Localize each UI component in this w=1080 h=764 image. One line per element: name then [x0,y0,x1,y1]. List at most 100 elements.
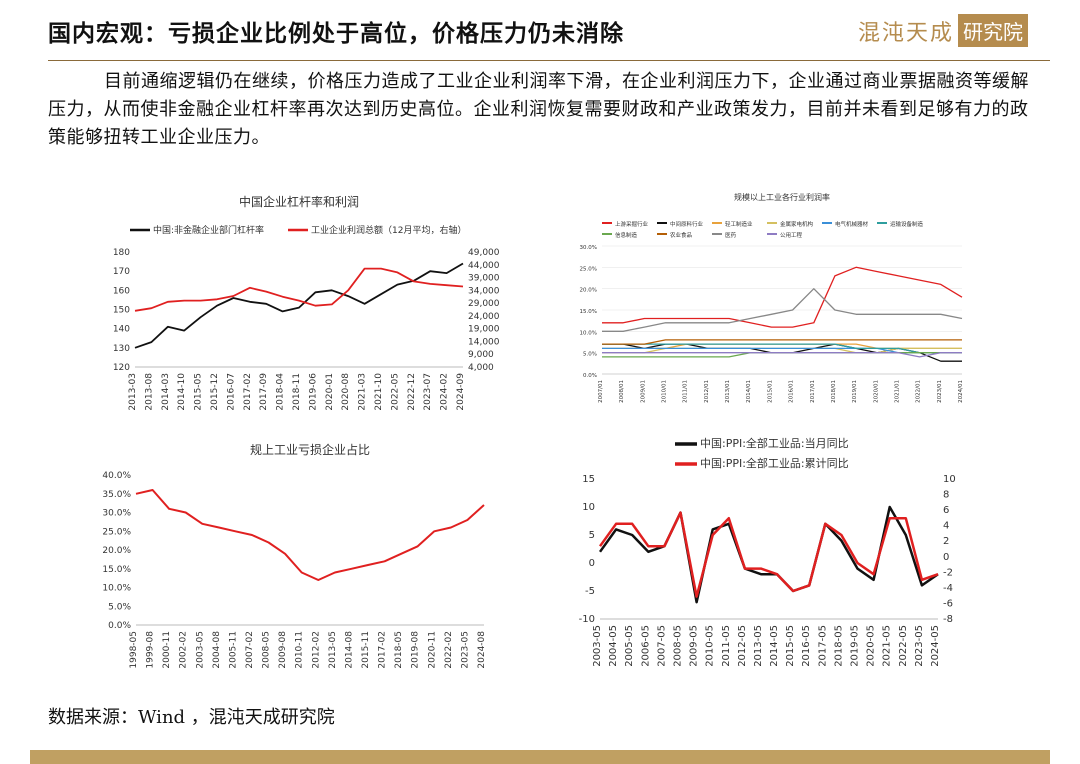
x-tick-label: 2023-07 [423,373,433,411]
legend-label: 中国:PPI:全部工业品:当月同比 [700,436,849,450]
y-tick-label: 10.0% [580,330,597,336]
y2-tick-label: 34,000 [468,286,500,296]
x-tick-label: 2022-05 [898,625,909,667]
x-tick-label: 2021/01 [894,380,900,403]
legend-label: 中间原料行业 [670,220,704,228]
x-tick-label: 2022-05 [390,373,400,411]
x-tick-label: 2020-05 [866,625,877,667]
chart-leverage-profit: 中国企业杠杆率和利润 120 130 140 150 160 170 180 4,000 9,00… [113,194,500,411]
x-tick-label: 2018-11 [292,373,302,411]
x-tick-label: 2017-02 [243,373,253,411]
x-tick-label: 2012/01 [704,380,710,403]
x-tick-label: 2013-05 [328,631,338,669]
legend-label: 医药 [725,231,737,239]
x-tick-label: 2016-07 [226,373,236,411]
x-tick-label: 2014-10 [177,373,187,411]
y2-tick-label: 4,000 [468,363,494,373]
y2-tick-label: -6 [943,598,953,609]
chart-loss-ratio: 规上工业亏损企业占比 0.0% 5.0% 10.0% 15.0% 20.0% 25.0% 30… [102,442,487,669]
y-tick-label: 5.0% [108,602,131,612]
x-tick-label: 2018-04 [276,373,286,411]
y2-tick-label: -4 [943,583,953,594]
legend-label: 电气机械器材 [835,220,869,228]
y2-tick-label: 29,000 [468,299,500,309]
chart-title: 中国企业杠杆率和利润 [239,194,359,209]
x-tick-label: 2013-05 [753,625,764,667]
x-tick-label: 2008-05 [672,625,683,667]
x-tick-label: 2020-01 [325,373,335,411]
x-tick-label: 2021-03 [358,373,368,411]
x-tick-label: 2014-08 [344,631,354,669]
x-tick-label: 2013/01 [725,380,731,403]
x-tick-label: 2016/01 [789,380,795,403]
legend-label: 信息制造 [615,231,638,239]
series-line-10 [602,352,962,358]
chart-title: 规模以上工业各行业利润率 [734,192,830,202]
legend-label: 金属家电机构 [780,220,814,228]
y-tick-label: 30.0% [580,245,597,251]
y2-tick-label: 2 [943,536,949,547]
x-tick-label: 2019-05 [850,625,861,667]
y-tick-label: 15.0% [102,565,131,575]
x-tick-label: 2015-05 [785,625,796,667]
x-tick-label: 2024/01 [958,380,964,403]
x-tick-label: 2020-11 [427,631,437,669]
y-tick-label: 5 [589,530,595,541]
series-line-8 [602,339,962,345]
x-tick-label: 1998-05 [129,631,139,669]
x-tick-label: 2022-12 [407,373,417,411]
x-tick-label: 2016-05 [801,625,812,667]
x-tick-label: 2017/01 [810,380,816,403]
y-tick-label: 40.0% [102,471,131,481]
x-tick-label: 2019-06 [308,373,318,411]
series-line-6 [602,343,962,354]
y-tick-label: 25.0% [102,527,131,537]
x-tick-label: 2008-05 [262,631,272,669]
x-tick-label: 2004-08 [212,631,222,669]
x-tick-label: 2021-10 [374,373,384,411]
x-tick-label: 2013-08 [144,373,154,411]
x-tick-label: 2011/01 [683,380,689,403]
y-tick-label: -10 [579,614,595,625]
y-tick-label: 0.0% [583,373,597,379]
y2-tick-label: -8 [943,614,953,625]
x-tick-label: 2022/01 [916,380,922,403]
y-tick-label: 20.0% [102,546,131,556]
x-tick-label: 1999-08 [146,631,156,669]
series-line-2 [134,267,464,312]
x-tick-label: 2012-05 [737,625,748,667]
y2-tick-label: 0 [943,552,949,563]
x-tick-label: 2015-11 [361,631,371,669]
y-tick-label: 150 [113,306,130,316]
series-line-2 [598,511,939,598]
series-line-1 [598,505,939,604]
x-tick-label: 2010/01 [662,380,668,403]
y2-tick-label: 6 [943,505,949,516]
y2-tick-label: 49,000 [468,248,500,258]
x-tick-label: 2013-03 [128,373,138,411]
footer-bar [30,750,1050,764]
x-tick-label: 2009-08 [278,631,288,669]
legend-label: 公用工程 [780,231,803,239]
y-tick-label: 140 [113,325,130,335]
y-tick-label: 160 [113,286,130,296]
x-tick-label: 2017-09 [259,373,269,411]
y-tick-label: 30.0% [102,509,131,519]
x-tick-label: 2004-05 [608,625,619,667]
y2-tick-label: 9,000 [468,350,494,360]
x-tick-label: 2024-02 [440,373,450,411]
x-tick-label: 2005-05 [624,625,635,667]
y-tick-label: 15.0% [580,309,597,315]
y-tick-label: -5 [585,586,595,597]
x-tick-label: 2018-05 [394,631,404,669]
y-tick-label: 5.0% [583,352,597,358]
series-line-1 [134,262,464,349]
y2-tick-label: 10 [943,474,956,485]
logo-text: 混沌天成 [857,20,954,46]
y-tick-label: 35.0% [102,490,131,500]
y-tick-label: 10 [582,502,595,513]
y2-tick-label: 19,000 [468,325,500,335]
x-tick-label: 2003-05 [195,631,205,669]
title-divider [48,60,1050,61]
summary-paragraph: 目前通缩逻辑仍在继续，价格压力造成了工业企业利润率下滑，在企业利润压力下，企业通… [48,71,1029,148]
